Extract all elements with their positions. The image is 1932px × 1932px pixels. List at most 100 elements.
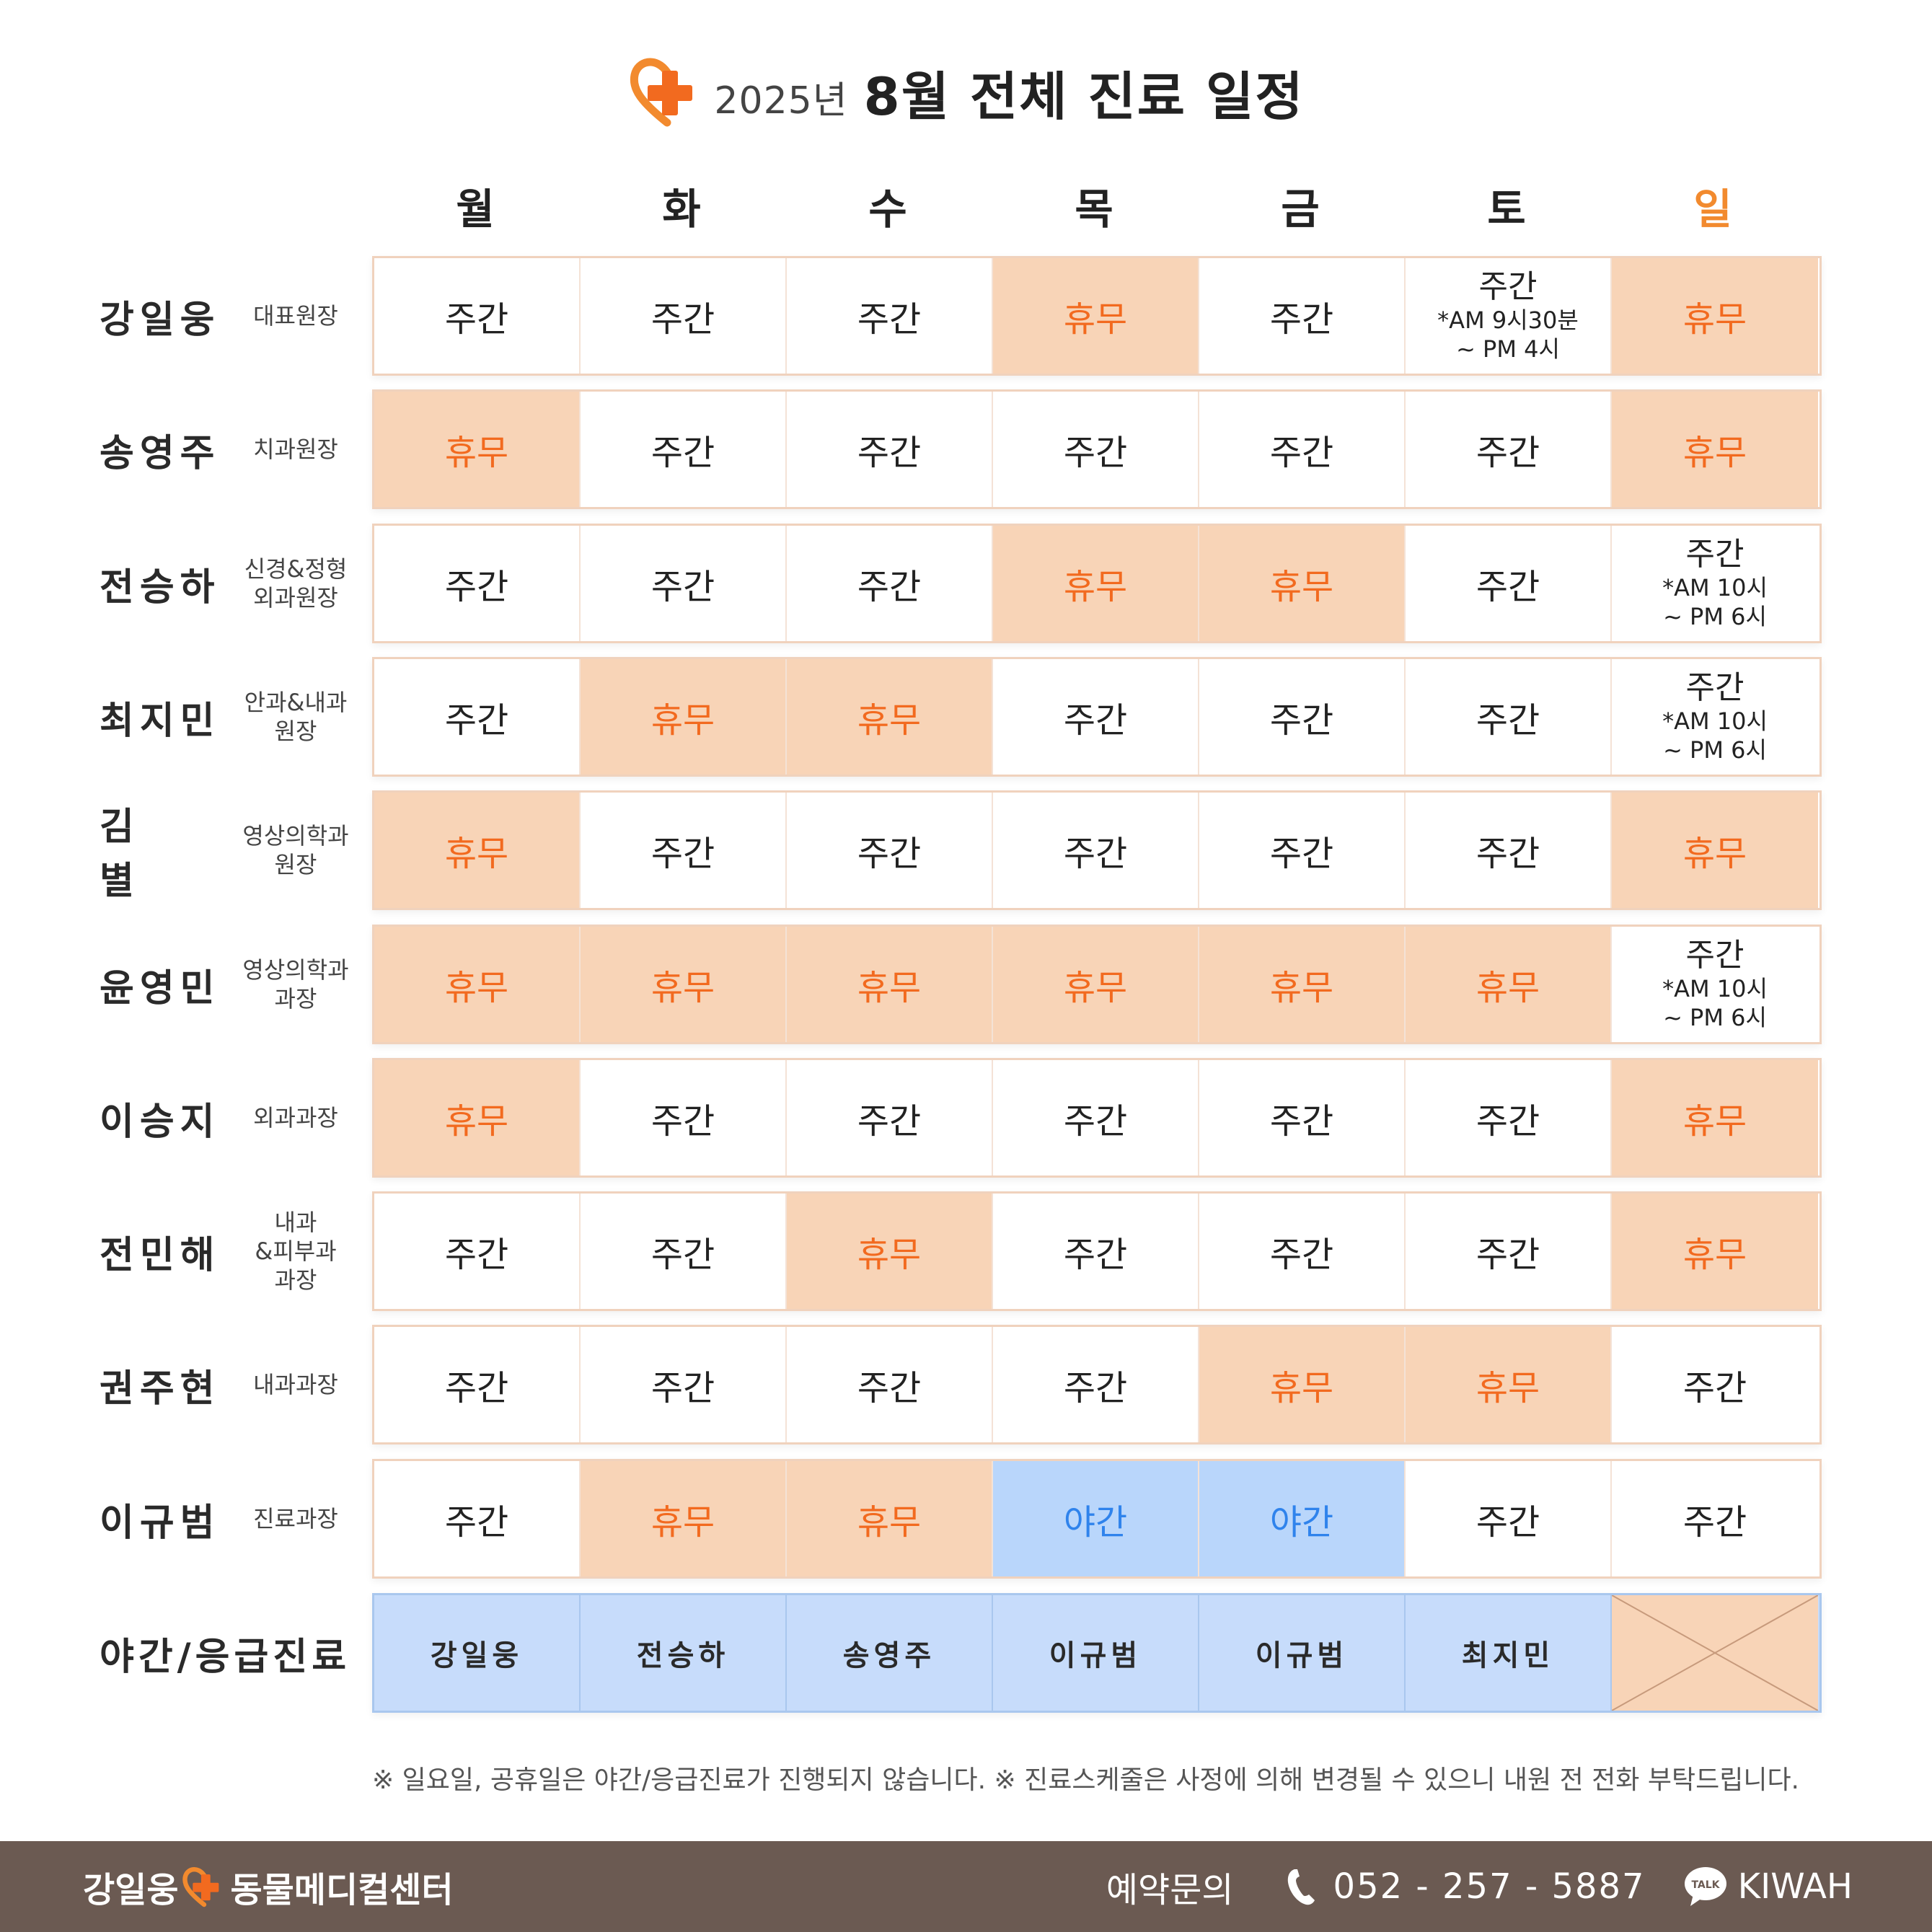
doctor-row: 이규범 진료과장 주간 휴무 휴무 야간 야간 주간 주간 [0,1459,1932,1579]
cell-status-text: 휴무 [1269,1368,1334,1408]
cell-status-text: 주간 [1682,1502,1747,1543]
doctor-name: 김별 [100,806,183,903]
day-header-1: 화 [662,185,701,234]
day-header-6: 일 [1693,185,1732,234]
cell-status-text: 휴무 [1063,567,1128,607]
schedule-cell-day: 주간 [1406,1194,1612,1309]
schedule-cell-day: 주간 *AM 10시 ~ PM 6시 [1612,659,1818,775]
schedule-cell-day: 주간 [1199,1194,1406,1309]
schedule-cell-day: 주간 [1612,1327,1818,1442]
cell-status-text: 주간 [650,1368,715,1408]
schedule-cell-day: 주간 [1199,793,1406,908]
phone-icon [1287,1869,1315,1905]
phone-number[interactable]: 052 - 257 - 5887 [1333,1866,1646,1907]
cell-status-text: 주간 [1476,700,1540,741]
kakaotalk-icon: TALK [1684,1867,1726,1906]
svg-text:TALK: TALK [1691,1879,1720,1891]
cell-status-text: 주간 [1269,700,1334,741]
cell-status-text: 휴무 [1682,1235,1747,1275]
schedule-cell-day: 주간 [581,258,787,374]
cell-status-text: 주간 [1476,1101,1540,1142]
schedule-cell-day: 주간 [581,526,787,641]
doctor-row: 이승지 외과과장 휴무 주간 주간 주간 주간 주간 휴무 [0,1058,1932,1178]
doctor-name: 전민해 [100,1233,221,1277]
schedule-cell-day: 주간 [581,793,787,908]
doctor-title: 영상의학과 원장 [242,822,349,878]
schedule-cell-day: 주간 [993,1194,1199,1309]
emergency-grid: 강일웅 전승하 송영주 이규범 이규범 최지민 [372,1593,1822,1713]
schedule-cell-off: 휴무 [993,258,1199,374]
cell-status-text: 주간 [1476,834,1540,874]
cell-status-text: 휴무 [650,968,715,1008]
schedule-cell-day: 주간 [1406,659,1612,775]
cell-status-text: 휴무 [857,700,922,741]
emergency-row: 야간/응급진료 강일웅 전승하 송영주 이규범 이규범 최지민 [0,1593,1932,1713]
cell-hours-note: ~ PM 4시 [1456,335,1560,363]
cell-status-text: 주간 [1063,433,1128,473]
cell-status-text: 주간 [444,299,509,340]
doctor-title: 신경&정형 외과원장 [244,555,348,612]
schedule-cell-off: 휴무 [581,1461,787,1576]
schedule-cell-off: 휴무 [993,526,1199,641]
cell-status-text: 주간 [857,1101,922,1142]
schedule-cell-off: 휴무 [1199,526,1406,641]
schedule-cell-day: 주간 [993,392,1199,507]
schedule-cell-night: 야간 [1199,1461,1406,1576]
schedule-cell-day: 주간 [581,1327,787,1442]
kakao-id[interactable]: KIWAH [1737,1866,1853,1907]
title-year: 2025년 [714,79,848,123]
page-title: 2025년 8월 전체 진료 일정 [0,45,1932,138]
schedule-cell-night: 야간 [993,1461,1199,1576]
doctor-title: 치과원장 [253,436,338,463]
schedule-grid-row: 휴무 휴무 휴무 휴무 휴무 휴무 주간 *AM 10시 ~ PM 6시 [372,925,1822,1044]
cell-status-text: 휴무 [444,834,509,874]
cell-status-text: 주간 [444,700,509,741]
doctor-row: 강일웅 대표원장 주간 주간 주간 휴무 주간 주간 *AM 9시30분 ~ PM 4시 휴무 [0,256,1932,376]
schedule-cell-day: 주간 *AM 9시30분 ~ PM 4시 [1406,258,1612,374]
schedule-cell-day: 주간 [787,526,993,641]
cell-status-text: 주간 [857,834,922,874]
schedule-grid-row: 휴무 주간 주간 주간 주간 주간 휴무 [372,389,1822,509]
schedule-cell-off: 휴무 [1406,927,1612,1042]
cell-status-text: 휴무 [1682,299,1747,340]
cell-status-text: 주간 [444,1368,509,1408]
footer-brand-right: 동물메디컬센터 [230,1870,454,1910]
cell-status-text: 휴무 [857,1502,922,1543]
cell-status-text: 주간 [1063,1101,1128,1142]
cell-hours-note: ~ PM 6시 [1663,736,1767,764]
schedule-cell-off: 휴무 [787,1194,993,1309]
cell-status-text: 휴무 [1682,433,1747,473]
schedule-cell-day: 주간 [581,1060,787,1175]
cell-status-text: 주간 [1476,1502,1540,1543]
cell-status-text: 주간 [1063,700,1128,741]
heart-cross-logo-icon [630,58,693,127]
cell-status-text: 주간 [1063,1235,1128,1275]
schedule-cell-day: 주간 [1406,1461,1612,1576]
schedule-cell-off: 휴무 [1612,793,1818,908]
schedule-cell-day: 주간 [993,1060,1199,1175]
doctor-title: 진료과장 [253,1505,338,1532]
cell-status-text: 주간 [857,1368,922,1408]
schedule-grid-row: 주간 주간 주간 휴무 휴무 주간 주간 *AM 10시 ~ PM 6시 [372,524,1822,643]
schedule-cell-day: 주간 [1612,1461,1818,1576]
schedule-cell-day: 주간 [374,659,581,775]
heart-cross-icon [182,1867,219,1907]
schedule-note: ※ 일요일, 공휴일은 야간/응급진료가 진행되지 않습니다. ※ 진료스케줄은… [372,1765,1800,1795]
schedule-cell-day: 주간 [1199,392,1406,507]
schedule-cell-off: 휴무 [581,927,787,1042]
cell-hours-note: *AM 9시30분 [1437,306,1579,334]
footer-brand-left: 강일웅 [83,1870,179,1910]
day-header-0: 월 [456,185,495,234]
schedule-cell-day: 주간 [1199,258,1406,374]
doctor-title: 영상의학과 과장 [242,956,349,1013]
cell-status-text: 주간 [1269,834,1334,874]
cell-status-text: 주간 [650,433,715,473]
doctor-name: 전승하 [100,565,221,609]
cell-status-text: 주간 [1685,669,1744,706]
cell-status-text: 휴무 [650,1502,715,1543]
doctor-title: 내과 &피부과 과장 [255,1209,337,1294]
doctor-row: 권주현 내과과장 주간 주간 주간 주간 휴무 휴무 주간 [0,1325,1932,1444]
schedule-cell-day: 주간 [993,1327,1199,1442]
cell-hours-note: *AM 10시 [1662,574,1768,601]
cell-hours-note: ~ PM 6시 [1663,603,1767,630]
